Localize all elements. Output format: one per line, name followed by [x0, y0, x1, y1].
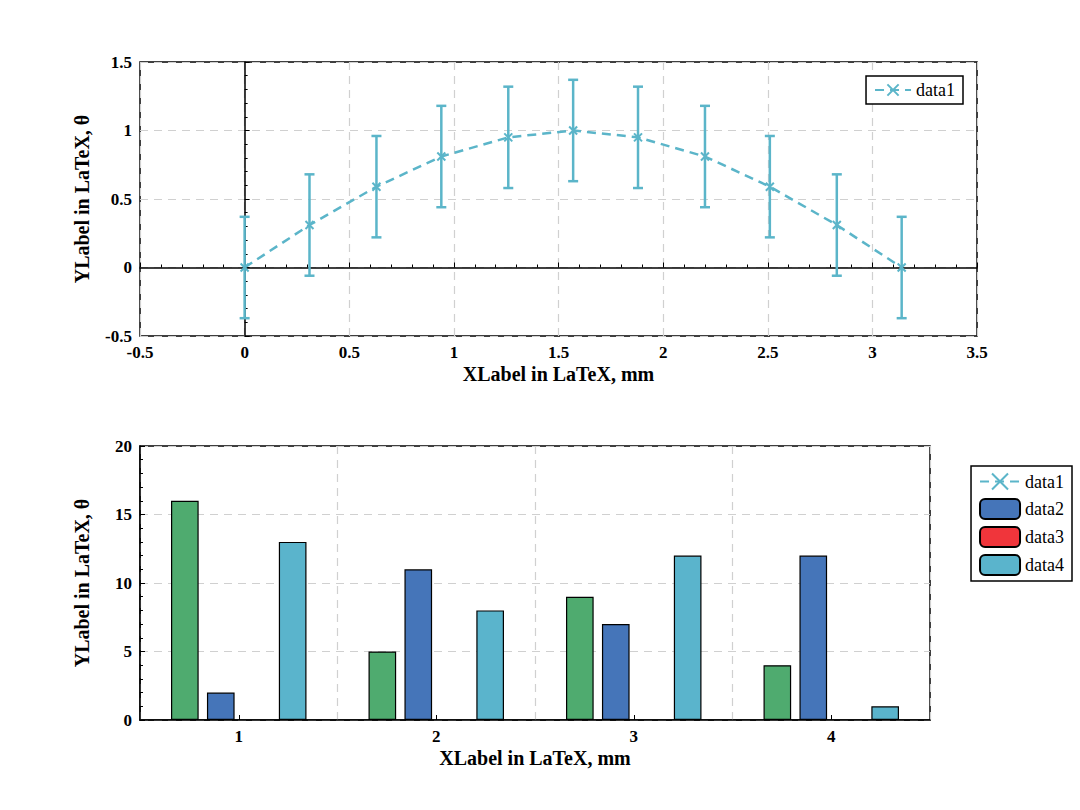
svg-text:0.5: 0.5: [111, 190, 132, 209]
svg-text:1.5: 1.5: [548, 343, 569, 362]
svg-text:data3: data3: [1025, 527, 1064, 547]
svg-text:1.5: 1.5: [111, 53, 132, 72]
svg-text:15: 15: [115, 505, 132, 524]
svg-text:1: 1: [124, 121, 133, 140]
svg-text:data2: data2: [1025, 499, 1064, 519]
svg-text:0: 0: [240, 343, 249, 362]
svg-text:data1: data1: [916, 80, 955, 100]
svg-text:0: 0: [124, 258, 133, 277]
svg-text:2: 2: [432, 727, 441, 746]
svg-text:3.5: 3.5: [966, 343, 987, 362]
svg-text:0.5: 0.5: [339, 343, 360, 362]
svg-text:20: 20: [115, 437, 132, 456]
svg-text:YLabel in LaTeX, θ: YLabel in LaTeX, θ: [71, 499, 93, 668]
svg-text:0: 0: [124, 711, 133, 730]
svg-text:3: 3: [868, 343, 877, 362]
svg-text:YLabel in LaTeX, θ: YLabel in LaTeX, θ: [71, 115, 93, 284]
svg-text:4: 4: [827, 727, 836, 746]
svg-text:XLabel in LaTeX, mm: XLabel in LaTeX, mm: [439, 747, 631, 769]
svg-text:data4: data4: [1025, 555, 1064, 575]
svg-text:3: 3: [630, 727, 639, 746]
svg-text:XLabel in LaTeX, mm: XLabel in LaTeX, mm: [463, 363, 655, 385]
svg-text:10: 10: [115, 574, 132, 593]
svg-text:data1: data1: [1025, 472, 1064, 492]
svg-text:5: 5: [124, 642, 133, 661]
svg-text:2.5: 2.5: [757, 343, 778, 362]
svg-text:1: 1: [235, 727, 244, 746]
svg-text:2: 2: [659, 343, 668, 362]
svg-text:-0.5: -0.5: [127, 343, 154, 362]
svg-text:1: 1: [450, 343, 459, 362]
svg-text:-0.5: -0.5: [105, 326, 132, 346]
